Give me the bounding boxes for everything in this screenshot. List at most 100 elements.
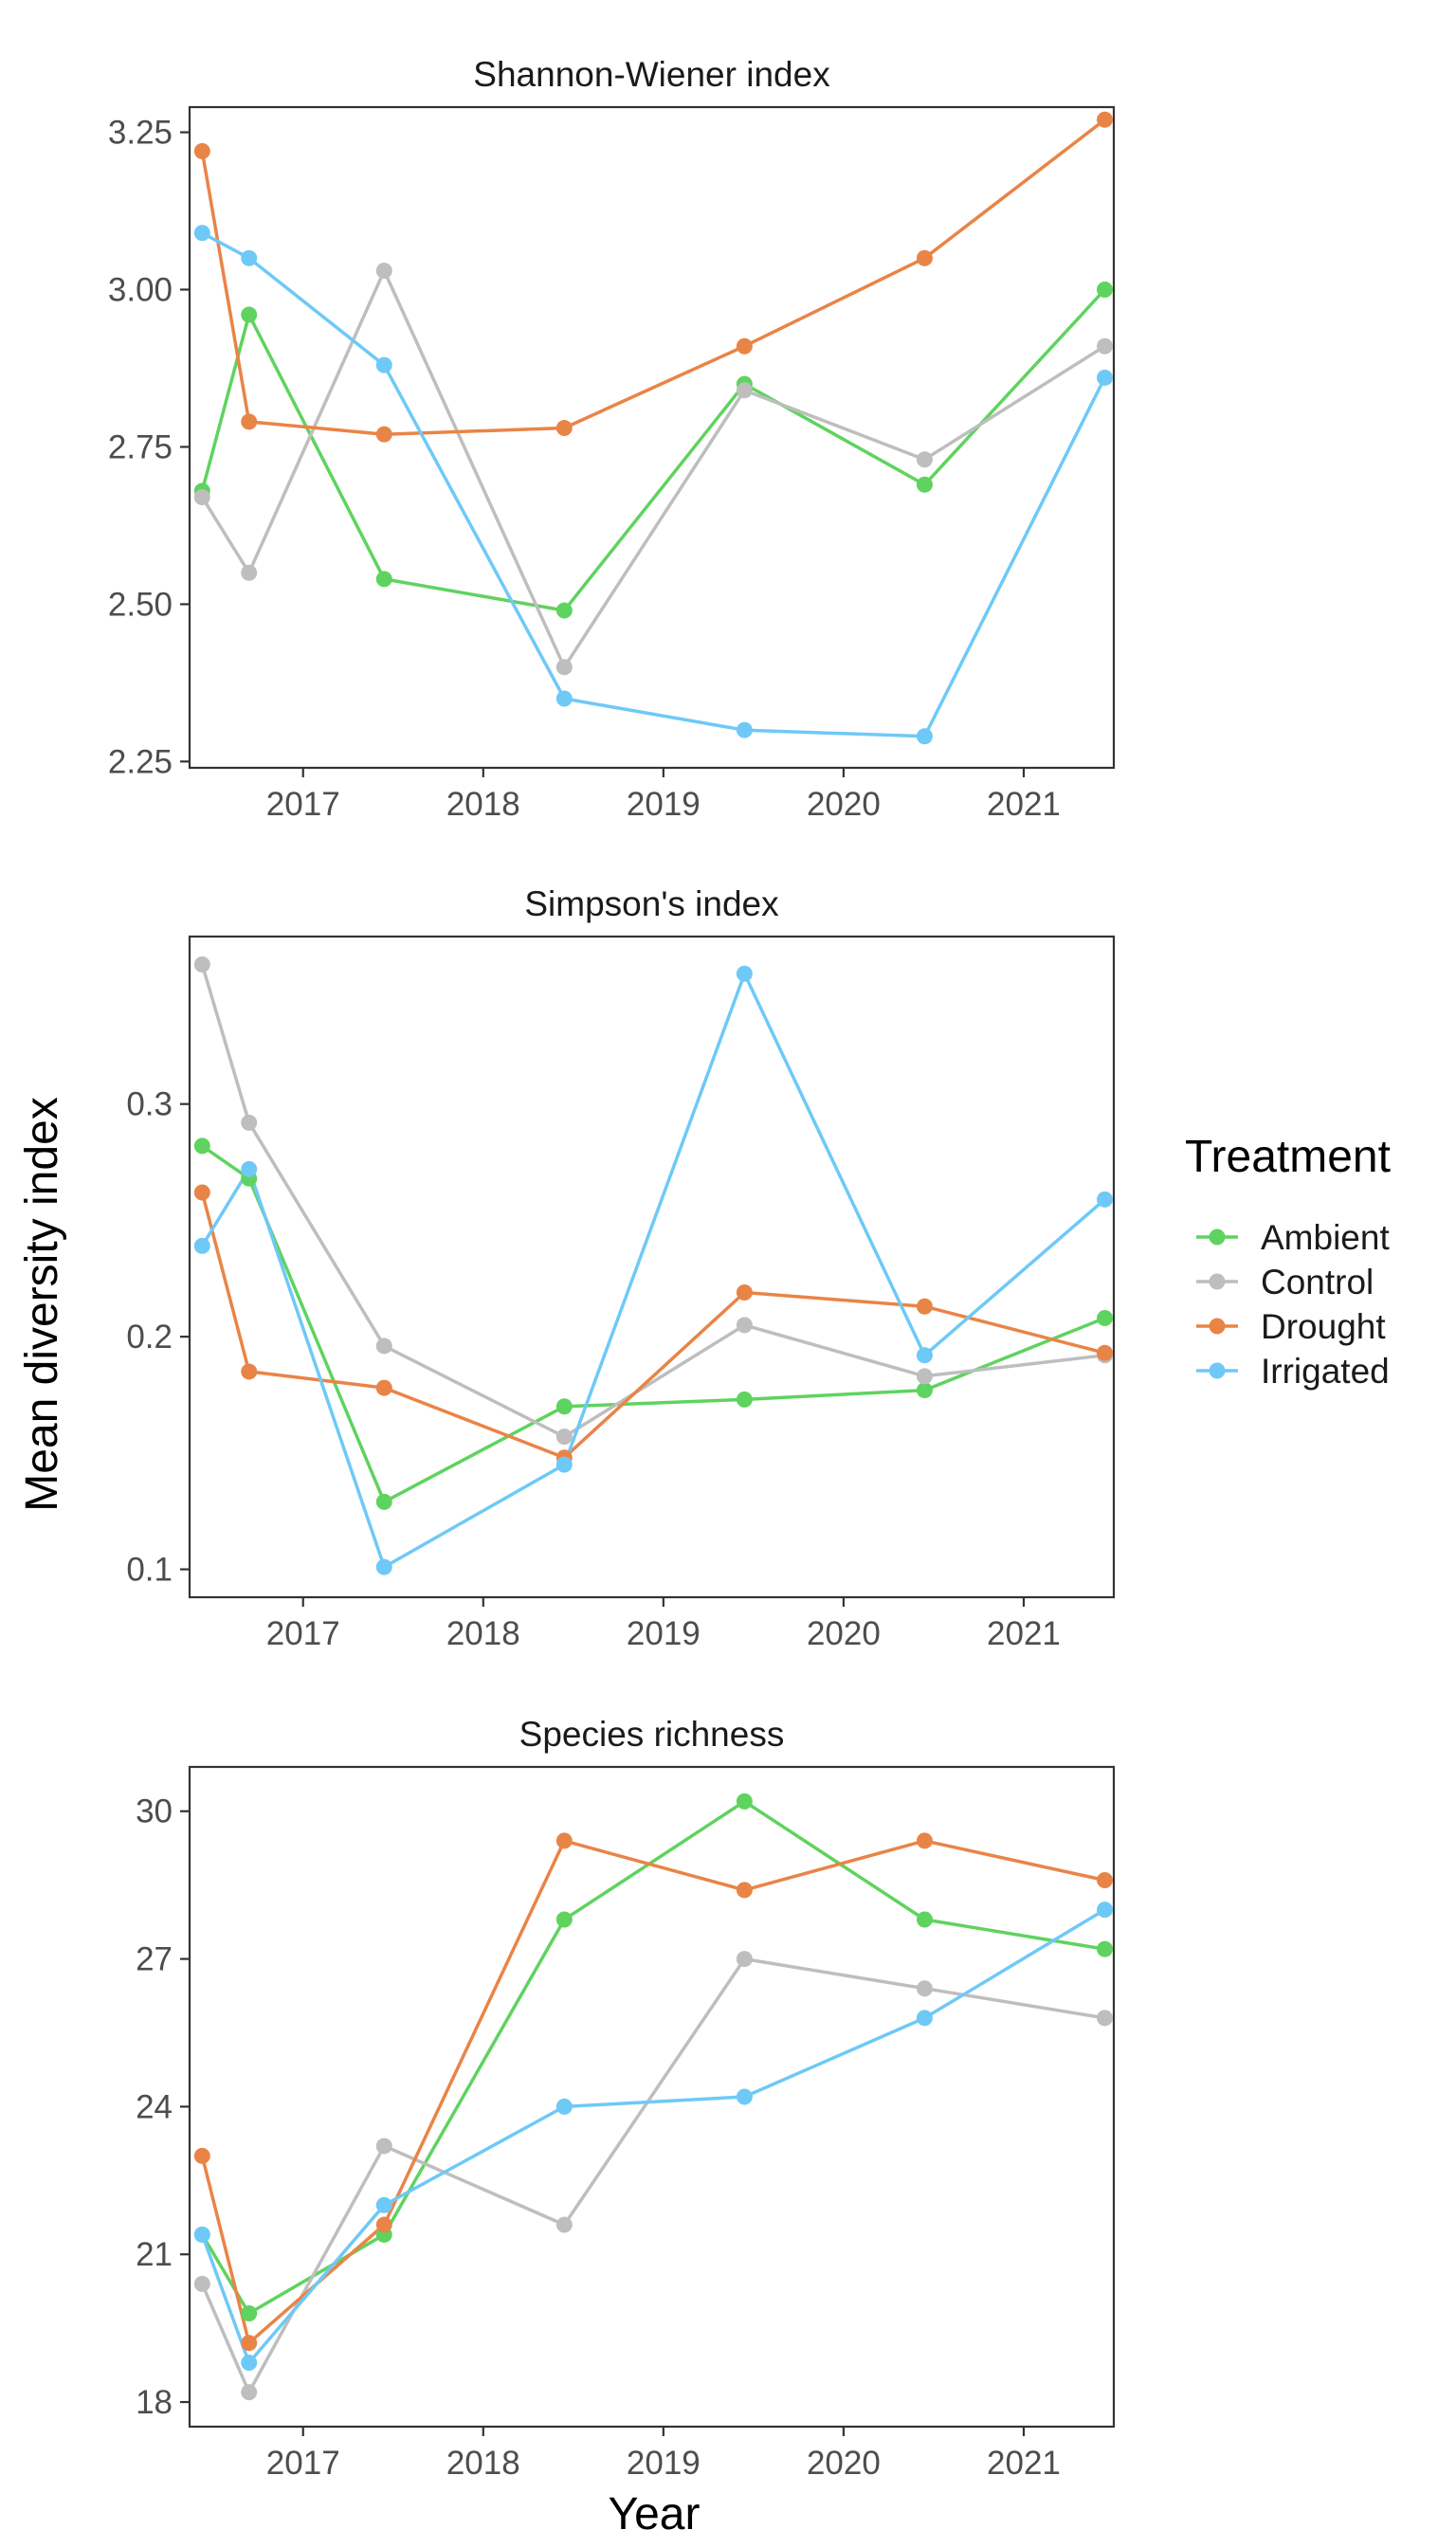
legend-item-irrigated-marker (1209, 1362, 1226, 1379)
panel-simpson-s-index-point-irrigated (1096, 1191, 1113, 1208)
panel-shannon-wiener-index-point-drought (736, 337, 753, 355)
panel-species-richness-frame (188, 1765, 1116, 2429)
panel-shannon-wiener-index: Shannon-Wiener index 2.25 2.50 2.75 3.00 3.25… (108, 55, 1116, 823)
panel-shannon-wiener-index-line-drought (200, 118, 1106, 436)
panel-shannon-wiener-index-point-control (736, 382, 753, 399)
panel-species-richness-y-tick-label: 30 (136, 1793, 173, 1830)
panel-simpson-s-index-point-ambient (916, 1382, 933, 1399)
legend-item-drought-label: Drought (1261, 1307, 1386, 1346)
legend-item-ambient: Ambient (1196, 1218, 1390, 1257)
legend-items: Ambient Control Drought Irrigated (1196, 1218, 1390, 1391)
panel-species-richness-x-tick-label: 2020 (807, 2445, 881, 2482)
panel-species-richness-point-irrigated (375, 2196, 392, 2213)
panel-species-richness-point-drought (241, 2335, 258, 2352)
panel-shannon-wiener-index-point-ambient (375, 571, 392, 588)
panel-simpson-s-index-point-ambient (1096, 1309, 1113, 1326)
panel-simpson-s-index-point-ambient (193, 1138, 210, 1155)
panel-simpson-s-index-y-tick-label: 0.3 (126, 1086, 173, 1123)
panel-species-richness-point-ambient (916, 1911, 933, 1928)
panel-shannon-wiener-index-x-tick-label: 2019 (627, 786, 701, 823)
panel-simpson-s-index-point-irrigated (916, 1347, 933, 1364)
panel-species-richness-point-drought (193, 2147, 210, 2164)
panel-simpson-s-index-point-control (375, 1338, 392, 1355)
legend-item-drought-marker (1209, 1318, 1226, 1335)
panel-shannon-wiener-index-point-control (916, 451, 933, 468)
panel-simpson-s-index-point-control (555, 1429, 573, 1446)
panel-species-richness-point-ambient (1096, 1940, 1113, 1957)
legend-item-ambient-marker (1209, 1228, 1226, 1246)
panel-species-richness-point-control (555, 2216, 573, 2233)
panel-simpson-s-index-point-ambient (555, 1398, 573, 1415)
panel-shannon-wiener-index-point-irrigated (555, 690, 573, 707)
panel-shannon-wiener-index-point-irrigated (241, 249, 258, 266)
panel-species-richness-line-control (200, 1956, 1105, 2394)
panel-species-richness-point-ambient (736, 1793, 753, 1810)
panel-species-richness-point-drought (736, 1882, 753, 1899)
panel-simpson-s-index-x-tick-label: 2019 (627, 1615, 701, 1652)
panel-simpson-s-index-line-drought (200, 1192, 1105, 1460)
panel-species-richness-point-irrigated (193, 2226, 210, 2243)
panel-simpson-s-index-y-tick-label: 0.1 (126, 1552, 173, 1589)
legend-item-control-label: Control (1261, 1263, 1374, 1301)
panel-simpson-s-index-point-ambient (375, 1493, 392, 1510)
panel-species-richness-point-drought (555, 1832, 573, 1849)
panel-species-richness-point-irrigated (916, 2010, 933, 2027)
legend-item-control-marker (1209, 1273, 1226, 1290)
panel-shannon-wiener-index-y-tick-label: 3.25 (108, 115, 173, 152)
panel-species-richness-point-control (916, 1980, 933, 1997)
panel-species-richness-point-irrigated (241, 2354, 258, 2371)
panel-shannon-wiener-index-point-drought (555, 420, 573, 437)
x-axis-title: Year (609, 2489, 701, 2539)
panel-species-richness-point-drought (1096, 1871, 1113, 1888)
panel-shannon-wiener-index-point-control (375, 263, 392, 280)
panel-species-richness-y-tick-label: 27 (136, 1941, 173, 1978)
panel-species-richness-point-ambient (555, 1911, 573, 1928)
panel-species-richness: Species richness 18 21 24 27 30 2017 2018 2019 20… (136, 1715, 1116, 2482)
panel-species-richness-point-drought (916, 1832, 933, 1849)
panel-simpson-s-index-point-drought (375, 1379, 392, 1396)
panel-simpson-s-index-point-drought (193, 1184, 210, 1201)
panel-simpson-s-index-x-tick-label: 2021 (987, 1615, 1061, 1652)
legend: Treatment Ambient Control Drought Irrigated (1185, 1132, 1391, 1391)
panel-shannon-wiener-index-frame (188, 105, 1116, 770)
panel-shannon-wiener-index-point-control (241, 564, 258, 581)
panel-simpson-s-index-point-ambient (736, 1391, 753, 1408)
panel-species-richness-point-irrigated (1096, 1902, 1113, 1919)
panel-species-richness-x-tick-label: 2018 (446, 2445, 520, 2482)
panel-species-richness-point-control (1096, 2010, 1113, 2027)
panel-simpson-s-index-point-control (193, 956, 210, 973)
panels: Shannon-Wiener index 2.25 2.50 2.75 3.00 3.25… (108, 55, 1116, 2482)
panel-shannon-wiener-index-point-drought (916, 249, 933, 266)
panel-shannon-wiener-index-point-control (555, 659, 573, 676)
panel-simpson-s-index-point-drought (241, 1363, 258, 1380)
panel-shannon-wiener-index-point-irrigated (193, 225, 210, 242)
legend-item-irrigated: Irrigated (1196, 1352, 1390, 1391)
panel-shannon-wiener-index-x-tick-label: 2020 (807, 786, 881, 823)
panel-simpson-s-index-x-tick-label: 2020 (807, 1615, 881, 1652)
panel-simpson-s-index-point-irrigated (555, 1456, 573, 1473)
panel-simpson-s-index-point-irrigated (241, 1160, 258, 1177)
panel-shannon-wiener-index-y-tick-label: 2.25 (108, 743, 173, 780)
panel-simpson-s-index-x-tick-label: 2017 (266, 1615, 340, 1652)
panel-shannon-wiener-index-x-tick-label: 2021 (987, 786, 1061, 823)
panel-species-richness-title: Species richness (519, 1715, 785, 1754)
panel-simpson-s-index-line-ambient (201, 1144, 1106, 1504)
legend-title: Treatment (1185, 1132, 1391, 1182)
panel-simpson-s-index-point-drought (1096, 1344, 1113, 1361)
panel-simpson-s-index-point-irrigated (375, 1558, 392, 1575)
panel-shannon-wiener-index-point-irrigated (1096, 369, 1113, 386)
panel-species-richness-point-ambient (241, 2305, 258, 2322)
panel-shannon-wiener-index-line-ambient (200, 288, 1106, 612)
panel-species-richness-point-irrigated (736, 2088, 753, 2105)
panel-species-richness-line-irrigated (200, 1908, 1106, 2365)
panel-shannon-wiener-index-title: Shannon-Wiener index (473, 55, 830, 94)
panel-species-richness-point-control (241, 2384, 258, 2401)
panel-simpson-s-index-point-drought (916, 1298, 933, 1315)
panel-shannon-wiener-index-y-tick-label: 2.50 (108, 586, 173, 623)
panel-species-richness-x-tick-label: 2021 (987, 2445, 1061, 2482)
panel-simpson-s-index-point-irrigated (736, 965, 753, 982)
panel-shannon-wiener-index-point-control (1096, 337, 1113, 355)
panel-simpson-s-index: Simpson's index 0.1 0.2 0.3 2017 2018 2019 2020… (126, 884, 1116, 1652)
panel-species-richness-point-control (736, 1951, 753, 1968)
